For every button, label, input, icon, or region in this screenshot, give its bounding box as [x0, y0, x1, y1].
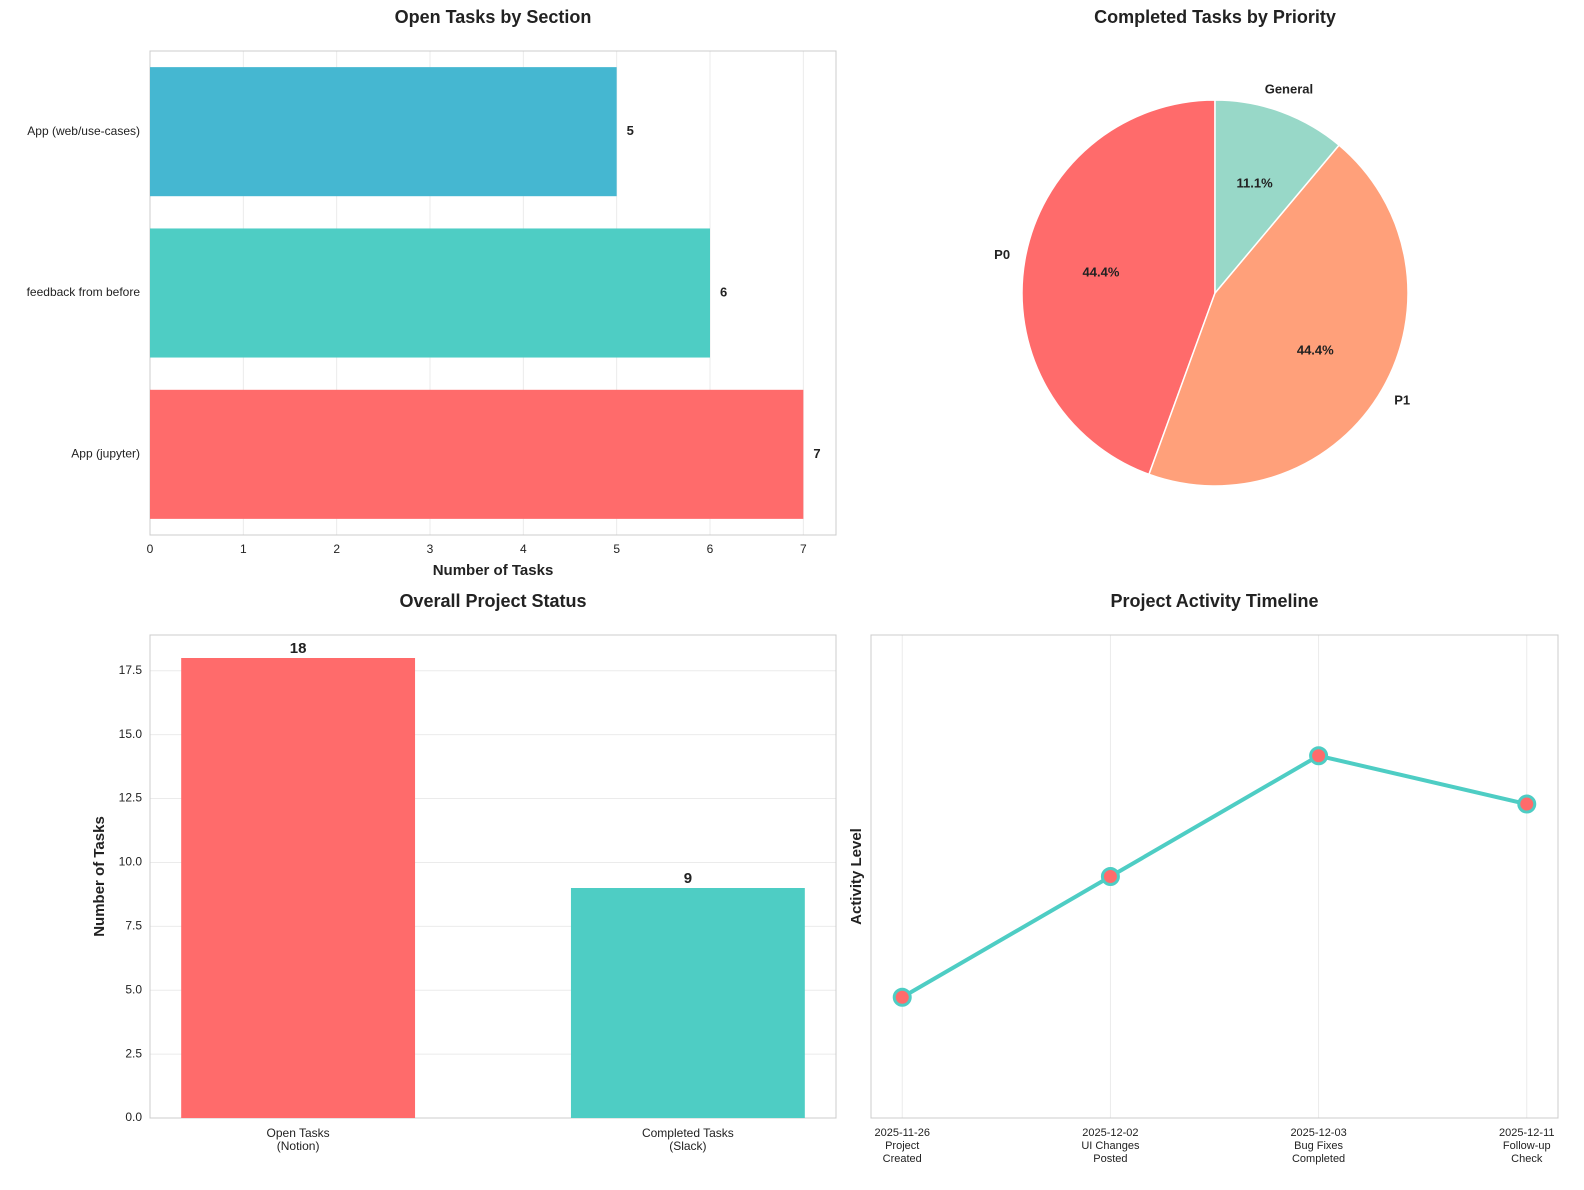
y-axis-label: Activity Level: [848, 828, 865, 925]
x-tick-label: Completed Tasks (Slack): [642, 1126, 734, 1153]
pie-slice: [1214, 99, 1341, 296]
marker: [1309, 746, 1329, 766]
value-label: 5: [627, 123, 634, 138]
value-label: 18: [290, 640, 307, 657]
axes-frame: [149, 634, 837, 1119]
x-tick-label: 2: [333, 542, 340, 556]
x-tick-label: 2025-12-11 Follow-up Check: [1499, 1127, 1554, 1165]
line: [901, 753, 1528, 999]
y-tick-label: 17.5: [119, 663, 143, 677]
chart-title: Overall Project Status: [399, 591, 586, 611]
slice-value-label: 44.4%: [1083, 264, 1120, 279]
slice-value-label: 44.4%: [1297, 342, 1334, 357]
y-tick-label: 12.5: [119, 791, 143, 805]
value-label: 6: [720, 284, 727, 299]
chart-title: Project Activity Timeline: [1110, 591, 1318, 611]
slice-label: General: [1265, 81, 1313, 96]
x-tick-label: 5: [613, 542, 620, 556]
x-tick-label: Open Tasks (Notion): [267, 1126, 330, 1153]
value-label: 9: [684, 870, 692, 887]
chart-title: Completed Tasks by Priority: [1094, 7, 1336, 27]
x-tick-label: 7: [800, 542, 807, 556]
y-tick-label: 10.0: [119, 855, 143, 869]
slice-label: P1: [1394, 393, 1410, 408]
x-tick-label: 1: [240, 542, 247, 556]
x-tick-label: 0: [147, 542, 154, 556]
slice-label: P0: [994, 247, 1010, 262]
x-tick-label: 3: [427, 542, 434, 556]
y-tick-label: 2.5: [125, 1046, 142, 1060]
x-axis-label: Number of Tasks: [433, 562, 554, 579]
axes-frame: [870, 634, 1559, 1119]
y-tick-label: feedback from before: [27, 285, 141, 299]
y-tick-label: 7.5: [125, 919, 142, 933]
marker: [1100, 867, 1120, 886]
pie-slice: [1021, 99, 1216, 476]
bar: [150, 67, 617, 197]
marker: [892, 987, 912, 1007]
bar: [570, 888, 805, 1118]
bar: [150, 389, 804, 519]
value-label: 7: [813, 446, 820, 461]
slice-value-label: 11.1%: [1237, 176, 1274, 191]
marker: [1517, 794, 1537, 814]
y-tick-label: 0.0: [125, 1110, 142, 1124]
x-tick-label: 4: [520, 542, 527, 556]
pie-slice: [1148, 144, 1409, 487]
x-tick-label: 2025-11-26 Project Created: [875, 1127, 930, 1165]
x-tick-label: 2025-12-02 UI Changes Posted: [1081, 1127, 1140, 1165]
y-tick-label: App (jupyter): [71, 447, 140, 461]
y-axis-label: Number of Tasks: [91, 816, 108, 937]
x-tick-label: 6: [707, 542, 714, 556]
bar: [150, 228, 710, 358]
y-tick-label: App (web/use-cases): [27, 124, 140, 138]
bar: [181, 658, 416, 1118]
y-tick-label: 15.0: [119, 727, 143, 741]
x-tick-label: 2025-12-03 Bug Fixes Completed: [1290, 1127, 1346, 1165]
chart-title: Open Tasks by Section: [395, 7, 592, 27]
y-tick-label: 5.0: [125, 982, 142, 996]
